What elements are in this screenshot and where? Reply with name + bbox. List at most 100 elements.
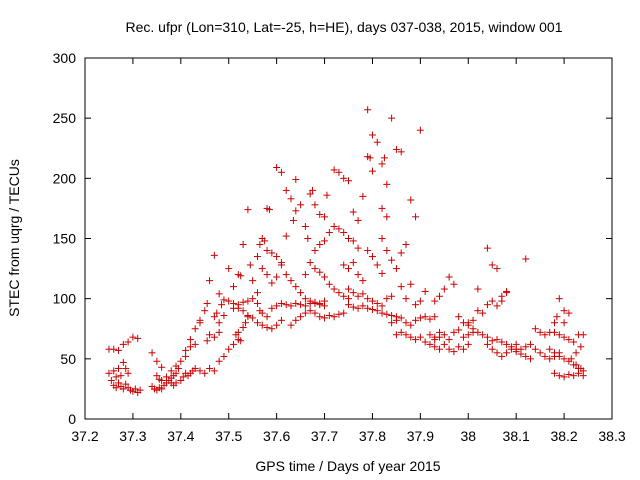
data-point (241, 319, 249, 327)
data-point (354, 244, 362, 252)
data-point (172, 369, 180, 377)
data-point (268, 325, 276, 333)
data-point (560, 307, 568, 315)
data-point (105, 369, 113, 377)
data-point (309, 186, 317, 194)
y-tick-label: 250 (53, 110, 77, 126)
data-point (321, 314, 329, 322)
data-point (330, 313, 338, 321)
data-point (388, 256, 396, 264)
data-point (316, 210, 324, 218)
data-point (297, 301, 305, 309)
data-point (493, 336, 501, 344)
data-point (436, 328, 444, 336)
data-point (239, 298, 247, 306)
data-point (292, 316, 300, 324)
data-point (536, 349, 544, 357)
data-point (335, 289, 343, 297)
data-point (277, 316, 285, 324)
data-point (131, 385, 139, 393)
data-point (388, 292, 396, 300)
data-point (191, 364, 199, 372)
data-point (560, 319, 568, 327)
data-point (323, 191, 331, 199)
x-tick-label: 37.8 (359, 428, 386, 444)
data-point (117, 372, 125, 380)
data-point (407, 196, 415, 204)
data-point (215, 328, 223, 336)
data-point (301, 271, 309, 279)
x-tick-label: 38 (460, 428, 476, 444)
data-point (316, 241, 324, 249)
data-point (249, 295, 257, 303)
data-point (527, 340, 535, 348)
data-point (455, 343, 463, 351)
data-point (479, 309, 487, 317)
data-point (517, 345, 525, 353)
data-point (306, 299, 314, 307)
data-point (112, 373, 120, 381)
data-point (107, 376, 115, 384)
data-point (136, 386, 144, 394)
data-point (503, 289, 511, 297)
data-point (555, 295, 563, 303)
data-point (579, 372, 587, 380)
data-point (277, 168, 285, 176)
data-point (440, 340, 448, 348)
data-point (124, 338, 132, 346)
data-point (265, 206, 273, 214)
data-point (522, 352, 530, 360)
data-point (541, 352, 549, 360)
data-point (230, 283, 238, 291)
x-tick-label: 38.1 (503, 428, 530, 444)
data-point (397, 328, 405, 336)
data-point (455, 313, 463, 321)
x-tick-label: 37.6 (263, 428, 290, 444)
data-point (488, 297, 496, 305)
data-point (364, 106, 372, 114)
data-point (522, 343, 530, 351)
data-point (340, 228, 348, 236)
data-point (153, 357, 161, 365)
y-tick-label: 150 (53, 231, 77, 247)
data-point (474, 328, 482, 336)
data-point (368, 253, 376, 261)
data-point (311, 247, 319, 255)
data-point (122, 364, 130, 372)
data-point (335, 168, 343, 176)
data-point (220, 312, 228, 320)
x-axis-label: GPS time / Days of year 2015 (255, 458, 440, 474)
data-point (325, 312, 333, 320)
data-point (182, 352, 190, 360)
data-point (253, 253, 261, 261)
data-point (218, 301, 226, 309)
data-point (349, 237, 357, 245)
data-point (112, 384, 120, 392)
data-point (258, 265, 266, 273)
data-point (182, 346, 190, 354)
data-point (225, 297, 233, 305)
data-point (416, 333, 424, 341)
data-point (359, 302, 367, 310)
data-point (225, 265, 233, 273)
data-point (289, 216, 297, 224)
data-point (206, 277, 214, 285)
data-point (349, 303, 357, 311)
data-point (507, 345, 515, 353)
data-point (287, 302, 295, 310)
data-point (340, 174, 348, 182)
data-point (122, 380, 130, 388)
y-axis-label: STEC from uqrg / TECUs (6, 159, 22, 317)
data-point (335, 225, 343, 233)
data-point (445, 336, 453, 344)
data-point (239, 324, 247, 332)
data-point (110, 345, 118, 353)
data-point (488, 345, 496, 353)
data-point (392, 265, 400, 273)
data-point (325, 228, 333, 236)
data-point (244, 297, 252, 305)
data-point (479, 331, 487, 339)
data-point (287, 277, 295, 285)
data-point (273, 321, 281, 329)
data-point (210, 251, 218, 259)
